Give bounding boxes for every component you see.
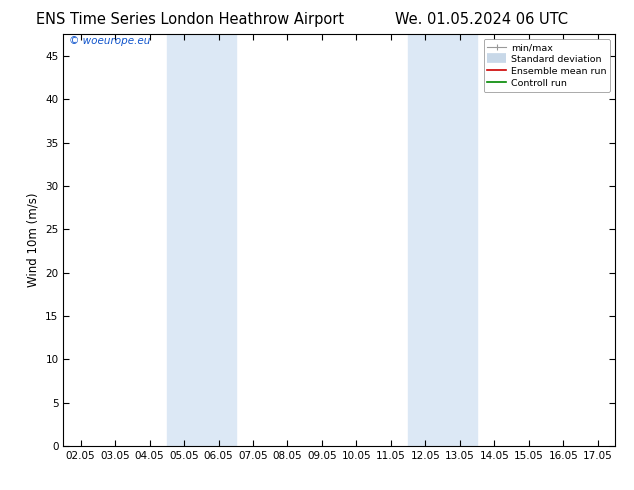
Y-axis label: Wind 10m (m/s): Wind 10m (m/s)	[27, 193, 40, 287]
Text: ENS Time Series London Heathrow Airport: ENS Time Series London Heathrow Airport	[36, 12, 344, 27]
Text: © woeurope.eu: © woeurope.eu	[69, 36, 150, 47]
Text: We. 01.05.2024 06 UTC: We. 01.05.2024 06 UTC	[396, 12, 568, 27]
Legend: min/max, Standard deviation, Ensemble mean run, Controll run: min/max, Standard deviation, Ensemble me…	[484, 39, 611, 92]
Bar	[167, 34, 236, 446]
Bar	[408, 34, 477, 446]
